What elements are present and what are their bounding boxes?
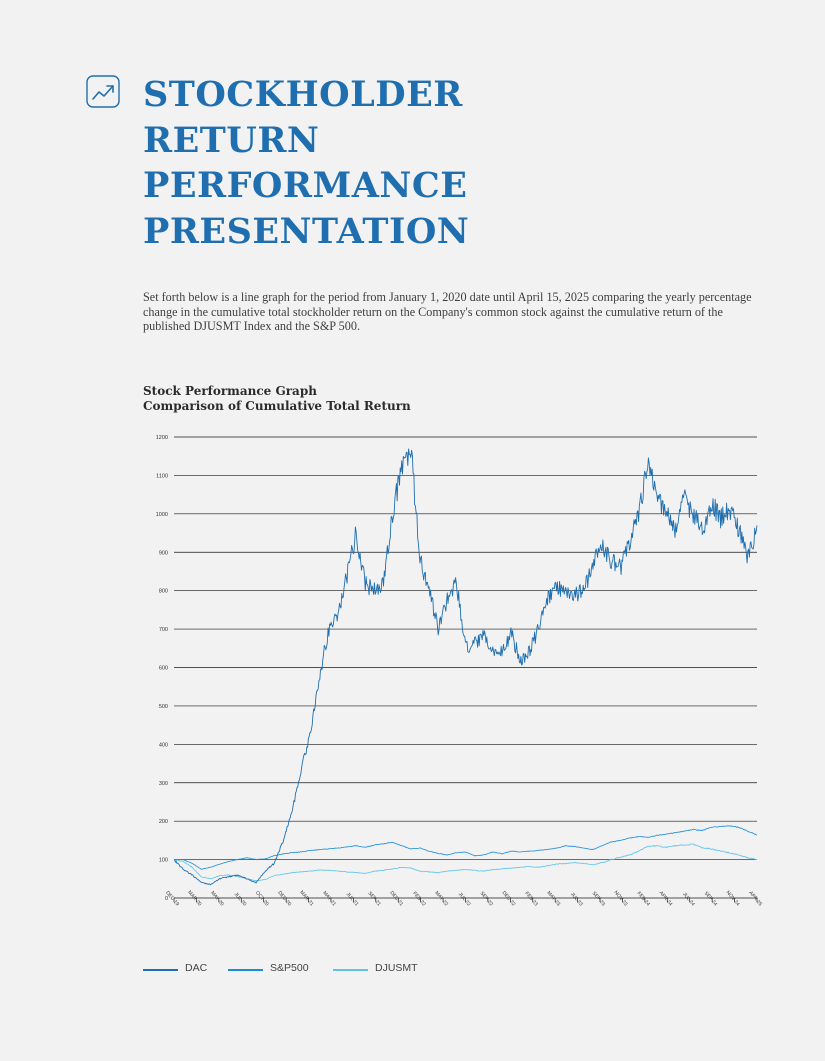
y-tick-label: 100 [159,858,168,864]
x-tick-label: JUL 20 [233,891,248,907]
y-tick-label: 1100 [156,473,168,479]
x-tick-label: SEP 24 [703,891,719,908]
y-tick-label: 400 [159,742,168,748]
x-tick-label: SEP 22 [479,891,495,908]
legend-swatch-sp500 [228,969,263,971]
y-tick-label: 1200 [156,435,168,441]
x-tick-label: MAY 20 [209,890,225,907]
legend-swatch-djusmt [333,969,368,971]
series-lines [173,448,758,886]
page-title: STOCKHOLDER RETURN PERFORMANCE PRESENTAT… [143,74,470,252]
x-tick-label: APR 24 [658,890,674,907]
x-tick-label: MAR 20 [186,890,202,908]
chart-title: Stock Performance Graph [143,384,317,398]
x-tick-label: DEC 21 [388,890,404,907]
x-tick-label: FEB 22 [411,891,426,908]
x-tick-label: JUL 24 [681,891,696,907]
intro-paragraph: Set forth below is a line graph for the … [143,290,752,333]
y-tick-label: 800 [159,589,168,595]
x-tick-label: DEC 20 [276,890,292,907]
legend-label-djusmt: DJUSMT [375,962,418,974]
x-tick-label: SEP 23 [591,891,607,908]
chart-heading: Stock Performance Graph Comparison of Cu… [143,384,411,414]
x-axis: DEC 19 MAR 20 MAY 20 JUL 20 OCT 20 DEC 20 MAR … [164,890,763,908]
chart-subtitle: Comparison of Cumulative Total Return [143,399,411,413]
legend-label-sp500: S&P500 [270,962,309,974]
x-tick-label: JUL 22 [457,891,472,907]
y-tick-label: 600 [159,666,168,672]
x-tick-label: APR 25 [747,890,763,907]
x-tick-label: JUL 21 [345,891,360,907]
y-tick-label: 1000 [156,512,168,518]
series-line-s-p500 [173,825,758,870]
x-tick-label: SEP 21 [366,891,382,908]
x-tick-label: FEB 23 [524,891,539,908]
x-tick-label: MAY 23 [546,890,562,907]
legend-label-dac: DAC [185,962,208,974]
trend-up-icon [86,75,120,108]
x-tick-label: NOV 24 [725,890,741,908]
y-tick-label: 900 [159,550,168,556]
y-tick-label: 700 [159,627,168,633]
y-tick-label: 0 [165,896,168,902]
series-line-djusmt [173,843,757,882]
x-tick-label: FEB 24 [636,891,651,908]
x-tick-label: JUL 23 [569,891,584,907]
x-tick-label: MAY 22 [433,890,449,907]
x-tick-label: NOV 23 [612,890,628,908]
series-line-dac [173,448,758,886]
y-tick-label: 500 [159,704,168,710]
y-tick-label: 200 [159,819,168,825]
x-tick-label: OCT 20 [254,890,270,907]
y-tick-label: 300 [159,781,168,787]
x-tick-label: MAY 21 [321,890,337,907]
y-axis-tick-labels: 0 100 200 300 400 500 600 700 800 900 1000 1100 1200 [156,435,168,902]
legend-swatch-dac [143,969,178,971]
x-tick-label: MAR 21 [298,890,314,908]
grid-lines [174,436,757,860]
x-tick-label: DEC 22 [501,890,517,907]
